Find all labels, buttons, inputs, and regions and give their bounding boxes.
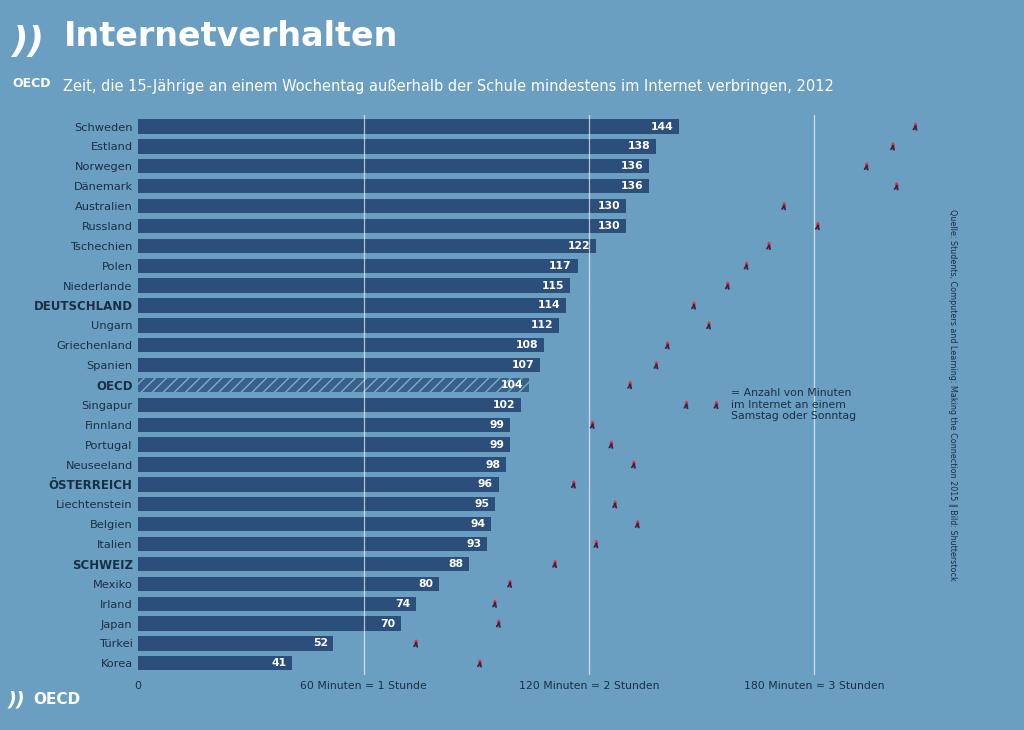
Text: Zeit, die 15-Jährige an einem Wochentag außerhalb der Schule mindestens im Inter: Zeit, die 15-Jährige an einem Wochentag … [63,79,835,94]
Bar [138,577,438,591]
Bar [138,458,506,472]
Text: 41: 41 [271,658,287,669]
Bar [138,437,510,452]
Text: 96: 96 [478,480,494,489]
Text: 115: 115 [542,280,564,291]
Text: = Anzahl von Minuten
im Internet an einem
Samstag oder Sonntag: = Anzahl von Minuten im Internet an eine… [731,388,857,421]
Text: 88: 88 [449,559,463,569]
Bar [138,616,401,631]
Text: )): )) [12,25,45,59]
Text: 114: 114 [538,301,561,310]
Text: 95: 95 [474,499,489,510]
Text: Quelle: Students, Computers and Learning: Making the Connection 2015 ‖ Bild: Shu: Quelle: Students, Computers and Learning… [948,209,957,581]
Text: 52: 52 [312,639,328,648]
Text: )): )) [7,691,26,710]
Bar [138,318,559,332]
Bar [138,656,292,670]
Bar [138,537,487,551]
Bar [138,258,578,273]
Text: 74: 74 [395,599,411,609]
Text: 112: 112 [530,320,553,331]
Text: Internetverhalten: Internetverhalten [63,20,398,53]
Text: 136: 136 [621,161,643,172]
Text: 93: 93 [467,539,482,549]
Bar [138,358,540,372]
Bar [138,199,627,213]
Text: 144: 144 [650,121,674,131]
Text: 102: 102 [493,400,516,410]
Text: 108: 108 [516,340,539,350]
Bar [138,477,499,491]
Text: 130: 130 [598,221,621,231]
Bar [138,557,469,571]
Bar [138,299,566,312]
Text: 99: 99 [489,420,505,430]
Bar [138,120,679,134]
Text: OECD: OECD [12,77,51,90]
Text: OECD: OECD [33,692,80,707]
Text: 138: 138 [628,142,651,151]
Bar [138,596,416,611]
Bar [138,517,492,531]
Text: 70: 70 [380,618,395,629]
Text: 104: 104 [501,380,523,390]
Bar [138,637,334,650]
Text: 99: 99 [489,439,505,450]
Bar [138,497,495,512]
Text: 94: 94 [470,519,485,529]
Bar [138,239,596,253]
Text: 80: 80 [418,579,433,589]
Bar [138,378,528,392]
Bar [138,219,627,233]
Bar [138,179,649,193]
Bar [138,278,570,293]
Bar [138,398,521,412]
Text: 98: 98 [485,459,501,469]
Text: 136: 136 [621,181,643,191]
Text: 130: 130 [598,201,621,211]
Text: 117: 117 [549,261,571,271]
Bar [138,418,510,432]
Bar [138,159,649,174]
Bar [138,139,656,153]
Text: 122: 122 [568,241,591,251]
Text: 107: 107 [512,360,535,370]
Bar [138,338,544,353]
